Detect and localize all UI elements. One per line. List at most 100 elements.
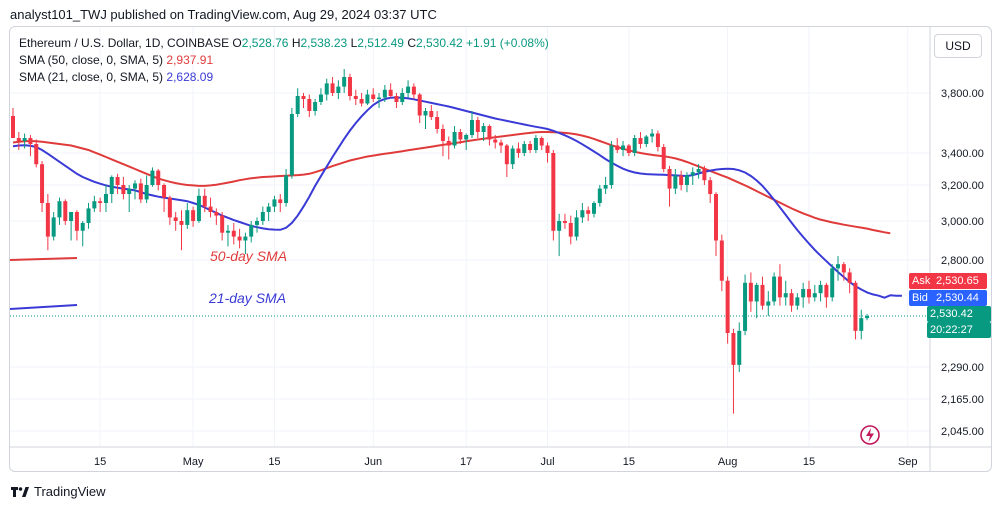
candle-body xyxy=(795,297,800,306)
candle-body xyxy=(475,120,480,132)
candle xyxy=(429,105,434,120)
sma21-annotation: 21-day SMA xyxy=(209,290,287,306)
candle-body xyxy=(16,138,21,141)
candle xyxy=(359,93,364,107)
candle xyxy=(57,197,62,225)
published-header: analyst101_TWJ published on TradingView.… xyxy=(10,7,437,22)
candle-body xyxy=(522,144,527,153)
y-tick-label: 2,290.00 xyxy=(941,362,984,374)
candle-body xyxy=(191,210,196,221)
candle xyxy=(801,282,806,308)
candle-body xyxy=(185,210,190,225)
chart-frame[interactable]: 3,800.00 3,400.00 3,200.00 3,000.00 2,800.00… xyxy=(9,26,992,472)
candle xyxy=(847,268,852,294)
candle xyxy=(173,212,178,231)
candle-body xyxy=(237,236,242,241)
x-tick-label: 15 xyxy=(94,456,106,468)
footer[interactable]: TradingView xyxy=(11,484,106,499)
high-label: H xyxy=(291,36,301,50)
price-chart[interactable]: 3,800.00 3,400.00 3,200.00 3,000.00 2,800.00… xyxy=(10,27,992,472)
candle-body xyxy=(377,97,382,99)
candle xyxy=(812,284,817,302)
legend-sma50[interactable]: SMA (50, close, 0, SMA, 5) 2,937.91 xyxy=(19,53,213,67)
bid-label-text: Bid xyxy=(912,292,928,304)
currency-button[interactable]: USD xyxy=(934,34,982,58)
candle-body xyxy=(609,145,614,185)
candle xyxy=(528,141,533,153)
candle-body xyxy=(499,142,504,146)
candle xyxy=(557,213,562,257)
candle-body xyxy=(487,126,492,140)
candle xyxy=(138,178,143,203)
candle-body xyxy=(208,206,213,212)
candle xyxy=(719,234,724,292)
candle xyxy=(423,108,428,129)
candle-body xyxy=(789,293,794,306)
candle-body xyxy=(365,94,370,104)
candle xyxy=(644,135,649,147)
candle xyxy=(225,224,230,247)
candle-body xyxy=(679,175,684,185)
candle xyxy=(499,139,504,153)
candle-body xyxy=(743,282,748,331)
candle xyxy=(836,256,841,281)
candle xyxy=(830,264,835,302)
change-value: +1.91 (+0.08%) xyxy=(466,36,549,50)
candle xyxy=(795,293,800,310)
candle xyxy=(609,141,614,189)
y-tick-label: 2,045.00 xyxy=(941,426,984,438)
candle-body xyxy=(551,153,556,231)
candle-body xyxy=(34,144,39,165)
candle xyxy=(301,93,306,108)
candle xyxy=(22,133,27,149)
sma50-annotation-line xyxy=(10,257,78,261)
candle-body xyxy=(580,210,585,218)
candle-body xyxy=(138,183,143,200)
candle xyxy=(109,175,114,203)
candle-body xyxy=(661,147,666,169)
x-tick-label: Sep xyxy=(898,456,918,468)
candle-body xyxy=(586,210,591,214)
candle-body xyxy=(592,203,596,214)
candle-body xyxy=(737,330,742,365)
candle-body xyxy=(272,199,277,207)
candle-body xyxy=(469,120,474,135)
candle xyxy=(179,210,184,251)
legend-ohlc[interactable]: Ethereum / U.S. Dollar, 1D, COINBASE O2,… xyxy=(19,36,549,50)
candle-body xyxy=(690,172,695,176)
ask-price: 2,530.65 xyxy=(936,275,979,287)
candle xyxy=(679,170,684,191)
candle xyxy=(650,129,655,143)
candle-body xyxy=(603,185,608,189)
annotation-lines xyxy=(10,257,78,310)
sma21-path xyxy=(12,96,902,299)
candle-body xyxy=(859,318,864,331)
candle-body xyxy=(684,175,689,185)
candle-body xyxy=(539,138,544,146)
y-tick-label: 3,400.00 xyxy=(941,148,984,160)
x-tick-label: Jul xyxy=(540,456,554,468)
candle xyxy=(673,169,678,194)
candle-body xyxy=(458,132,463,140)
candle-body xyxy=(406,86,411,93)
flash-icon[interactable] xyxy=(859,424,881,446)
legend-sma21[interactable]: SMA (21, close, 0, SMA, 5) 2,628.09 xyxy=(19,70,213,84)
sma21-value: 2,628.09 xyxy=(166,70,214,84)
low-label: L xyxy=(350,36,358,50)
candle xyxy=(121,177,126,200)
candle xyxy=(574,210,579,241)
candle xyxy=(818,280,823,302)
low-value: 2,512.49 xyxy=(357,36,404,50)
candle-body xyxy=(324,83,329,95)
candle xyxy=(824,282,829,308)
candle-body xyxy=(301,96,306,99)
candle xyxy=(382,85,387,102)
sma21-annotation-line xyxy=(10,304,78,310)
x-tick-label: 15 xyxy=(803,456,815,468)
candle-body xyxy=(74,212,79,231)
candle xyxy=(655,130,660,152)
candle-body xyxy=(40,164,45,203)
candle-body xyxy=(179,221,184,225)
candle-body xyxy=(504,145,509,165)
candle xyxy=(98,197,103,212)
